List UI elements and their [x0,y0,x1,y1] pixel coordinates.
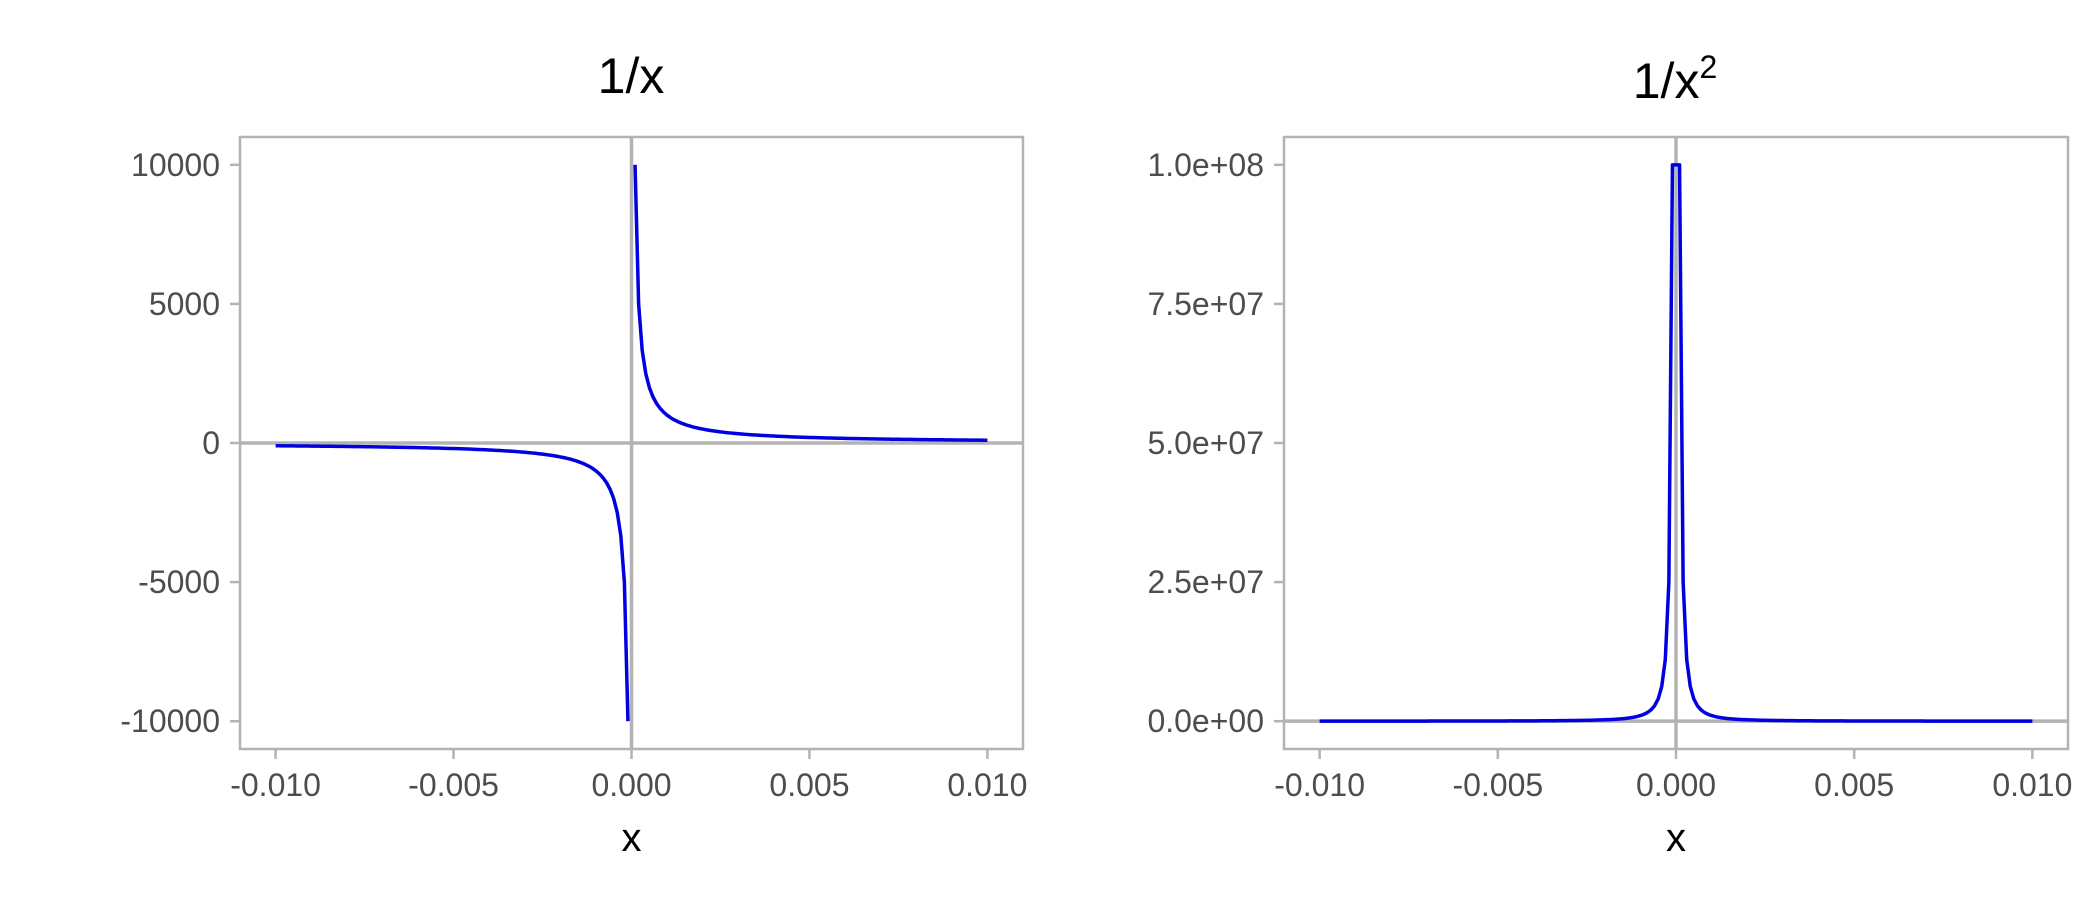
y-tick-label: 5.0e+07 [1147,425,1264,461]
y-tick-label: -5000 [138,564,220,600]
x-tick-label: 0.000 [591,767,671,803]
x-tick-label: 0.010 [1992,767,2072,803]
x-tick-label: 0.005 [1814,767,1894,803]
series-line [1319,163,2033,723]
x-tick-label: 0.005 [769,767,849,803]
chart-title-main: 1/x [1633,53,1700,109]
x-tick-label: -0.005 [1452,767,1543,803]
x-tick-label: 0.010 [947,767,1027,803]
chart-title-superscript: 2 [1699,49,1717,85]
x-tick-label: -0.005 [408,767,499,803]
y-tick-label: 10000 [131,147,220,183]
series-line [275,164,988,722]
y-tick-label: 5000 [149,286,220,322]
chart-title: 1/x [598,48,665,104]
x-tick-label: -0.010 [230,767,321,803]
x-tick-label: 0.000 [1636,767,1716,803]
y-tick-label: 1.0e+08 [1147,147,1264,183]
chart-title: 1/x2 [1633,49,1718,109]
chart-panel-2: 1/x2 -0.010 -0.005 0.000 0.005 0.010 0.0e+00 2.… [1147,49,2072,860]
x-axis-title: x [1666,816,1686,860]
x-tick-label: -0.010 [1274,767,1365,803]
y-tick-label: -10000 [120,703,220,739]
y-tick-label: 2.5e+07 [1147,564,1264,600]
y-tick-label: 0 [202,425,220,461]
y-tick-label: 7.5e+07 [1147,286,1264,322]
y-tick-label: 0.0e+00 [1147,703,1264,739]
chart-panel-1: 1/x -0.010 -0.005 0.000 0.005 0.010 -10000 -500… [120,48,1027,860]
x-axis-title: x [622,816,642,860]
chart-title-main: 1/x [598,48,665,104]
